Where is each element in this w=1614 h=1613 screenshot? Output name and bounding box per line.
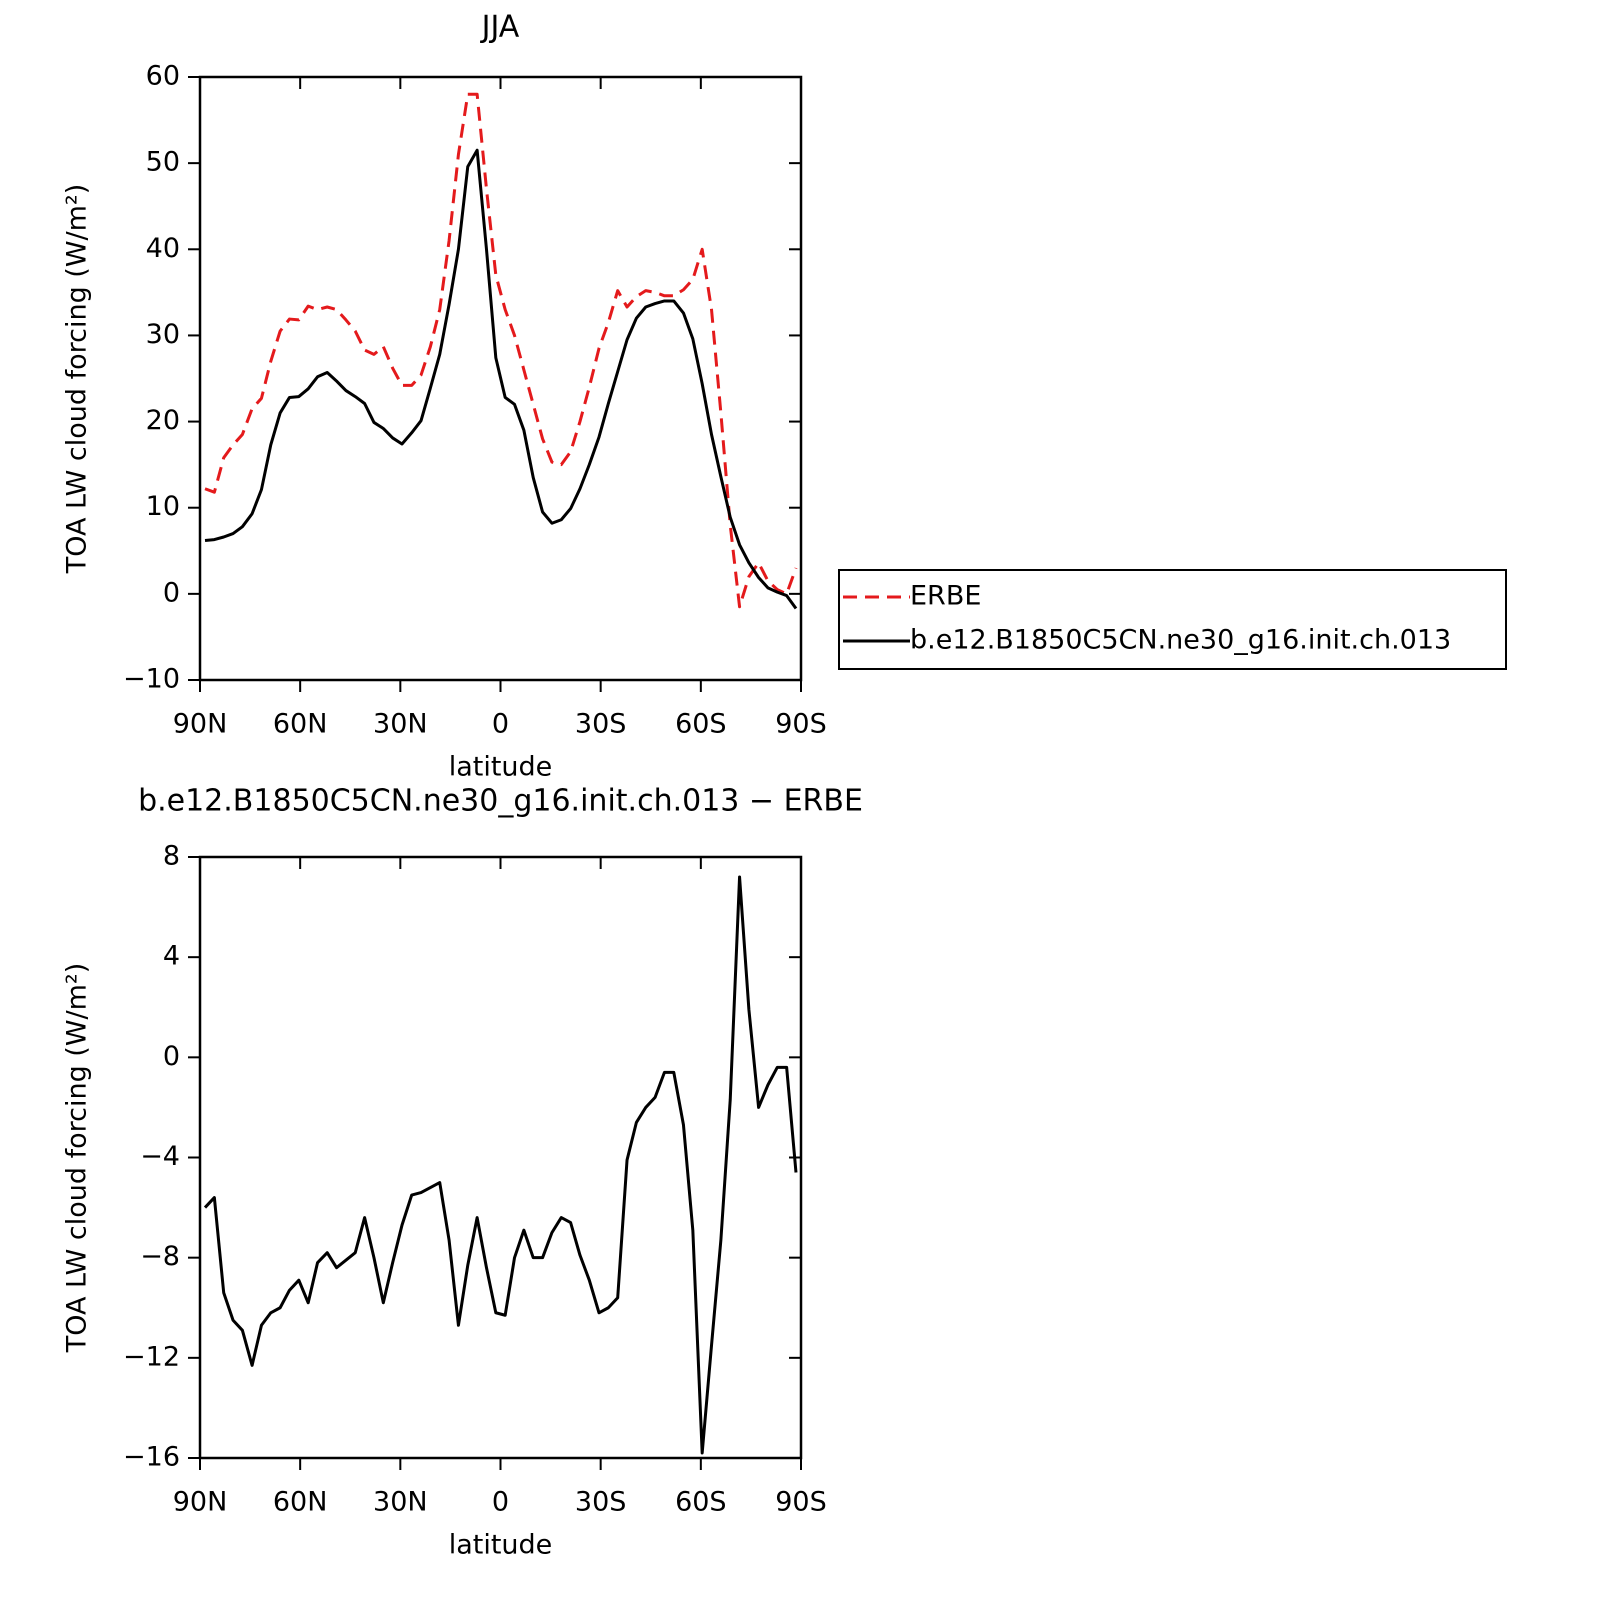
x-tick-label: 30N [373,709,428,740]
plot-frame [198,75,803,682]
y-axis-label: TOA LW cloud forcing (W/m²) [62,184,93,575]
x-tick-label: 0 [492,1487,509,1518]
y-tick-label: 10 [146,491,180,522]
x-tick-label: 30S [575,1487,627,1518]
y-tick-label: 50 [146,147,180,178]
legend-label: b.e12.B1850C5CN.ne30_g16.init.ch.013 [910,625,1451,656]
x-tick-label: 90N [173,709,228,740]
y-tick-label: 20 [146,405,180,436]
data-line [204,148,798,610]
y-tick-label: 40 [146,233,180,264]
x-tick-label: 60N [273,709,328,740]
y-tick-label: 0 [163,1041,180,1072]
chart-title: b.e12.B1850C5CN.ne30_g16.init.ch.013 − E… [138,784,863,819]
x-tick-label: 60N [273,1487,328,1518]
y-tick-label: 30 [146,319,180,350]
data-line [203,875,798,1455]
x-tick-label: 60S [675,1487,727,1518]
x-tick-label: 0 [492,709,509,740]
y-tick-label: 0 [163,577,180,608]
x-axis-label: latitude [449,1530,553,1561]
y-tick-label: 8 [163,841,180,872]
x-tick-label: 30S [575,709,627,740]
x-tick-label: 90S [775,709,827,740]
plot-frame [198,855,803,1460]
chart-title: JJA [480,10,520,45]
x-tick-label: 30N [373,1487,428,1518]
y-tick-label: −8 [140,1241,180,1272]
y-tick-label: −10 [123,664,180,695]
legend-box [838,569,1507,670]
y-tick-label: −12 [123,1341,180,1372]
x-axis-label: latitude [449,752,553,783]
x-tick-label: 90S [775,1487,827,1518]
legend-label: ERBE [910,581,981,612]
x-tick-label: 60S [675,709,727,740]
y-tick-label: −16 [123,1442,180,1473]
data-line [204,92,798,609]
y-tick-label: −4 [140,1141,180,1172]
x-tick-label: 90N [173,1487,228,1518]
y-axis-label: TOA LW cloud forcing (W/m²) [62,963,93,1354]
y-tick-label: 60 [146,61,180,92]
y-tick-label: 4 [163,941,180,972]
